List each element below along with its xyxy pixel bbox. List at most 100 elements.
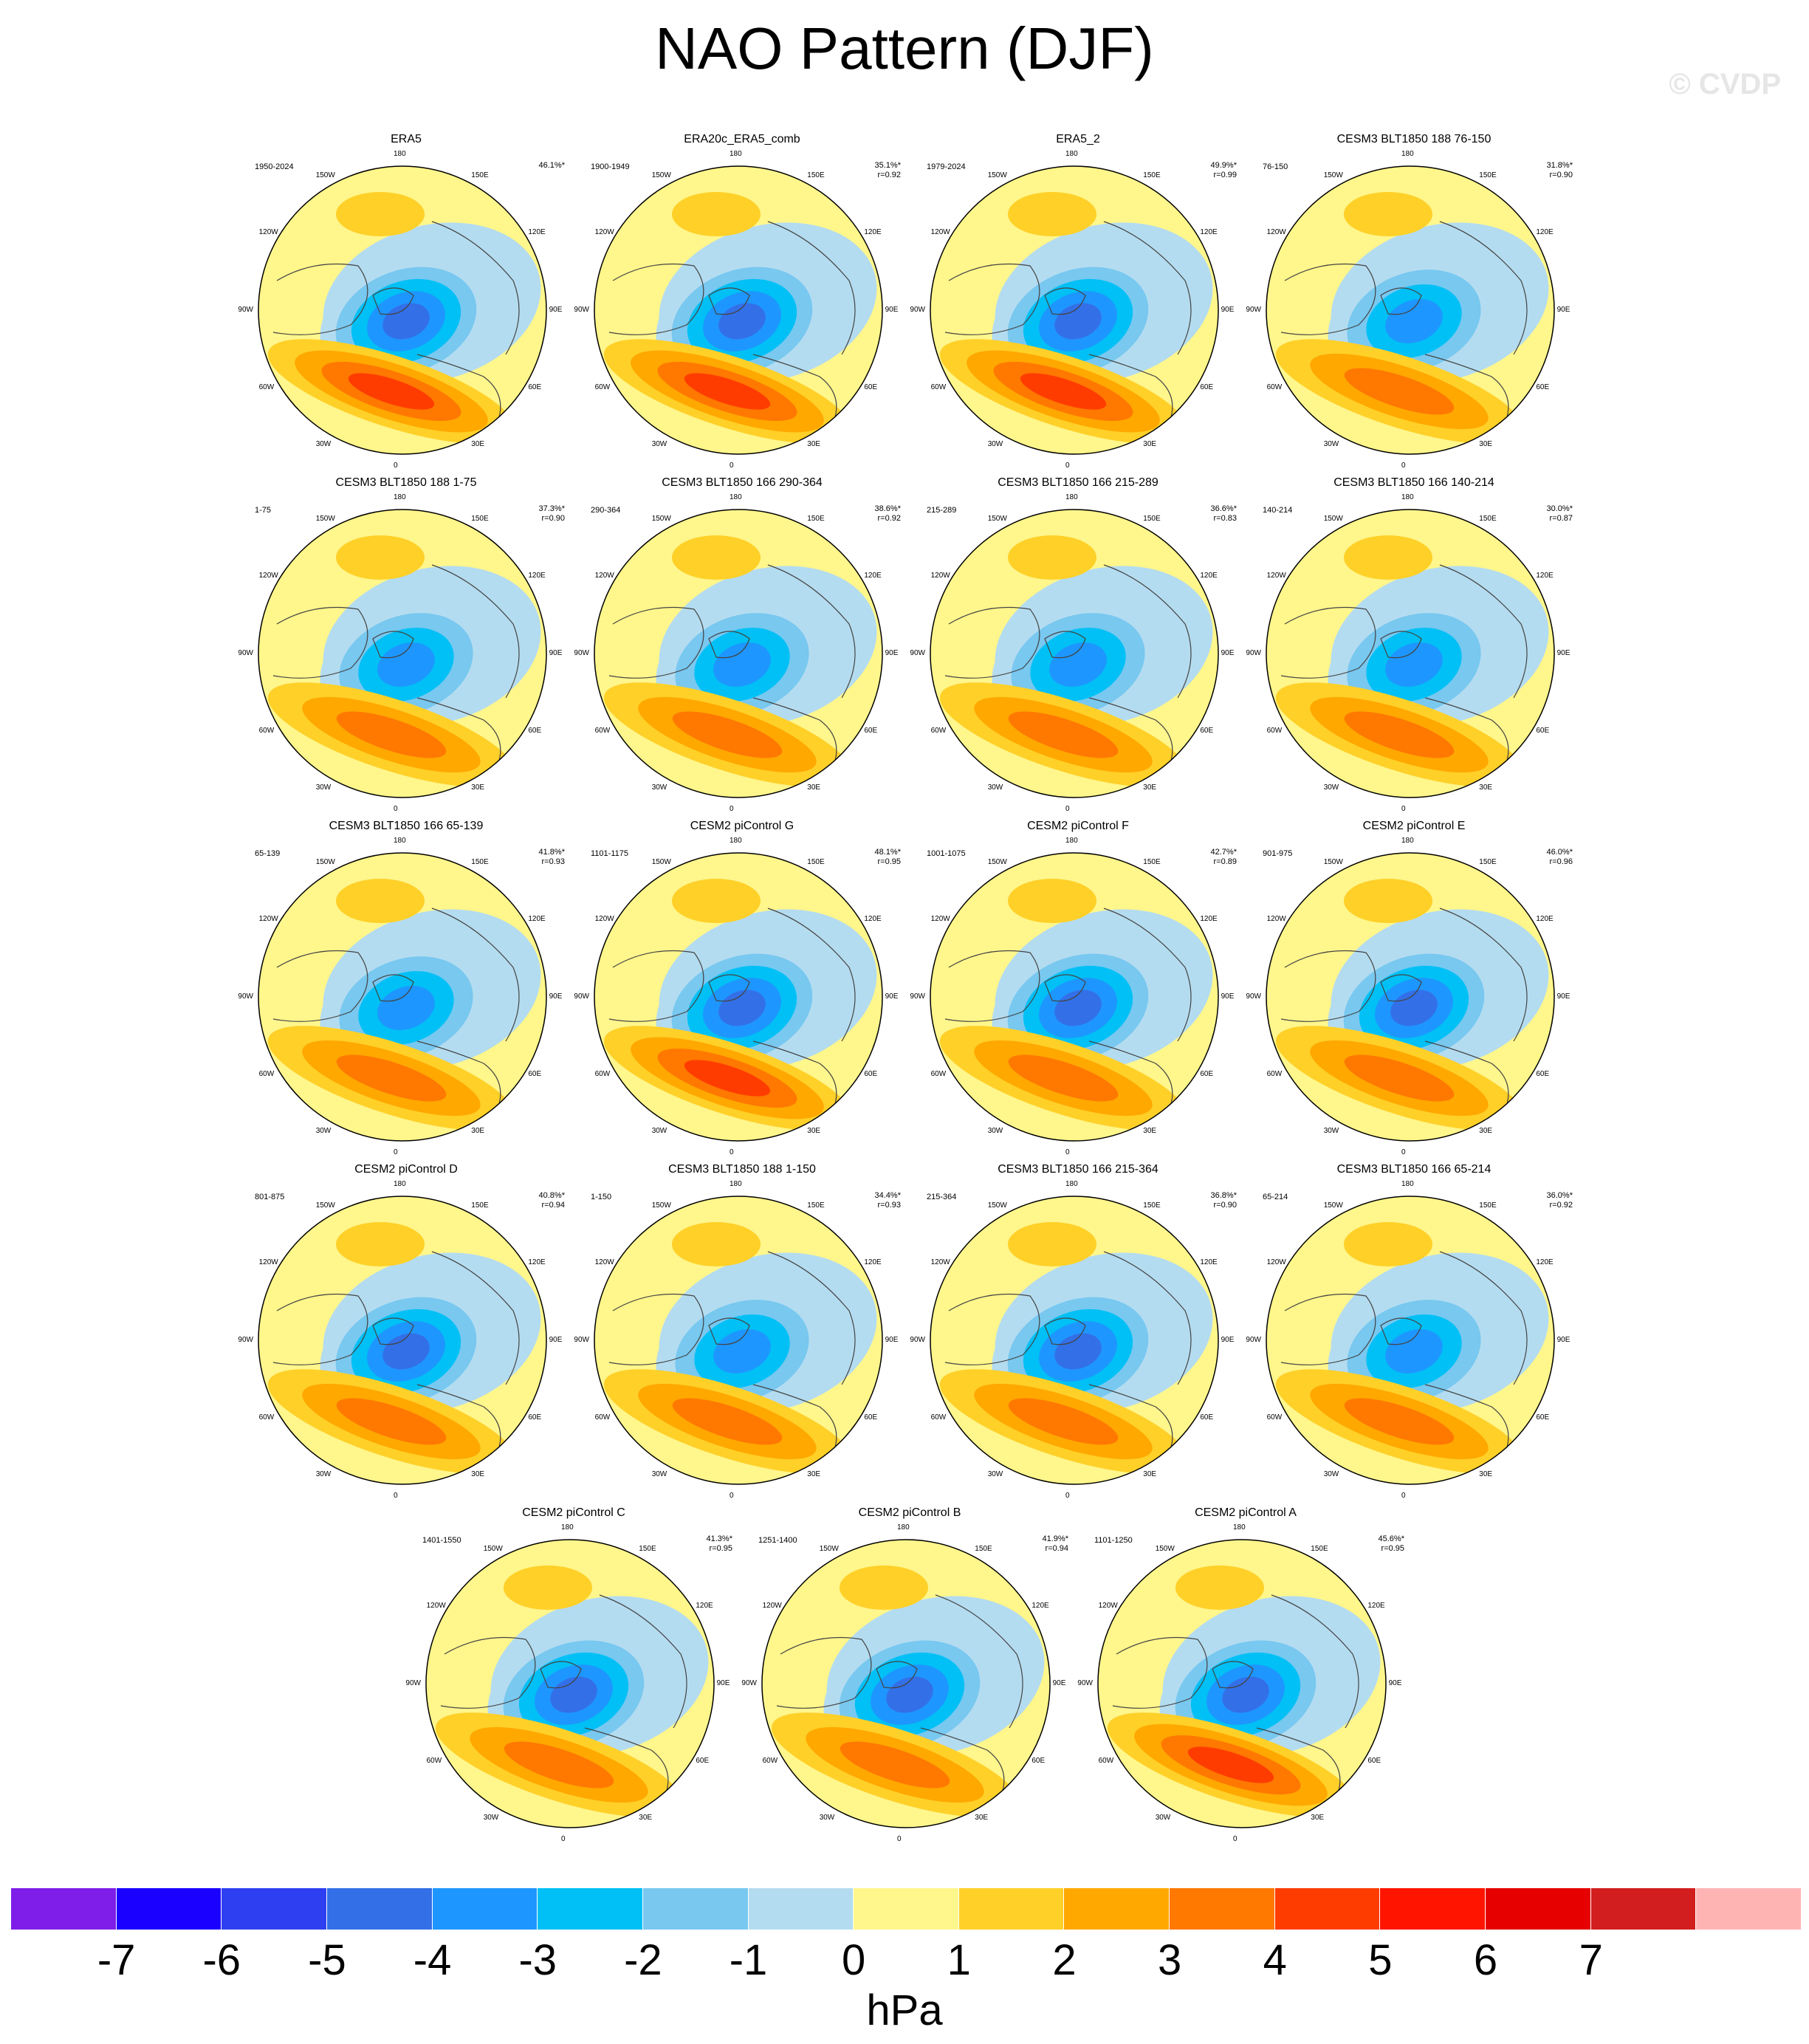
slp-anomaly-field — [930, 1196, 1218, 1484]
colorbar-cell — [1064, 1888, 1170, 1930]
positive-anomaly-contour — [1187, 1746, 1274, 1783]
colorbar-tick-label: -4 — [413, 1936, 452, 1984]
longitude-label: 90W — [574, 992, 589, 1001]
panel-explained-variance: 37.3%* — [538, 504, 565, 513]
map-border — [930, 1196, 1219, 1485]
longitude-label: 120E — [864, 227, 882, 236]
negative-anomaly-contour — [1049, 642, 1107, 687]
longitude-label: 120E — [1200, 914, 1218, 923]
longitude-label: 90W — [574, 306, 589, 314]
pacific-positive-region — [1008, 1222, 1096, 1266]
slp-anomaly-field — [930, 853, 1218, 1141]
panel-title: CESM3 BLT1850 166 215-289 — [998, 476, 1158, 489]
longitude-label: 120E — [864, 914, 882, 923]
coastlines — [776, 1594, 1023, 1810]
longitude-label: 0 — [394, 1148, 398, 1156]
longitude-label: 120W — [1266, 1258, 1286, 1266]
longitude-label: 30E — [471, 1470, 485, 1479]
map-border — [594, 1196, 883, 1485]
panel-pattern-correlation: r=0.99 — [1213, 171, 1238, 179]
longitude-label: 30W — [987, 440, 1003, 449]
longitude-label: 90E — [549, 649, 563, 657]
colorbar-cell — [748, 1888, 854, 1930]
panel-years: 65-214 — [1263, 1193, 1288, 1201]
slp-anomaly-field — [1266, 1196, 1554, 1484]
longitude-label: 150W — [483, 1544, 503, 1553]
polar-map — [930, 509, 1219, 798]
panel-explained-variance: 41.8%* — [538, 848, 565, 857]
coastlines — [608, 221, 856, 436]
negative-anomaly-contour — [1385, 1329, 1443, 1373]
nao-map-panel: CESM2 piControl B 1251-1400 41.9%* r=0.94 18… — [741, 1506, 1068, 1853]
longitude-label: 120E — [528, 227, 546, 236]
colorbar-tick-label: -3 — [518, 1936, 557, 1984]
positive-anomaly-contour — [348, 373, 435, 410]
longitude-label: 150E — [1143, 857, 1161, 866]
longitude-label: 0 — [730, 1148, 734, 1156]
coastlines — [608, 908, 856, 1123]
longitude-label: 60W — [930, 1413, 947, 1422]
polar-map — [930, 852, 1219, 1142]
positive-anomaly-contour — [1344, 368, 1455, 415]
longitude-label: 60W — [594, 383, 611, 392]
longitude-label: 0 — [730, 804, 734, 813]
panel-years: 140-214 — [1263, 506, 1293, 515]
longitude-label: 90E — [1556, 992, 1571, 1001]
positive-anomaly-contour — [336, 1398, 447, 1445]
longitude-label: 120E — [1536, 227, 1554, 236]
longitude-label: 120W — [930, 914, 950, 923]
panel-explained-variance: 41.9%* — [1042, 1534, 1068, 1543]
positive-anomaly-contour — [684, 373, 771, 410]
longitude-label: 60W — [594, 1413, 611, 1422]
longitude-label: 60E — [1200, 1070, 1214, 1079]
longitude-label: 30W — [315, 1127, 332, 1136]
longitude-label: 120W — [426, 1601, 446, 1610]
map-border — [1266, 509, 1555, 798]
panel-years: 65-139 — [255, 849, 281, 858]
polar-map — [1266, 1196, 1555, 1485]
longitude-label: 120W — [594, 571, 614, 580]
longitude-label: 90W — [910, 1336, 925, 1344]
longitude-label: 30E — [807, 440, 821, 449]
longitude-label: 180 — [1401, 837, 1414, 846]
longitude-label: 60W — [1266, 1413, 1283, 1422]
longitude-label: 30E — [471, 440, 485, 449]
longitude-label: 30W — [1323, 440, 1339, 449]
panel-title: CESM2 piControl E — [1362, 820, 1466, 832]
longitude-label: 60W — [258, 727, 275, 735]
longitude-label: 120E — [528, 571, 546, 580]
coastlines — [944, 221, 1192, 436]
longitude-label: 90E — [1556, 649, 1571, 657]
longitude-label: 150W — [819, 1544, 839, 1553]
longitude-label: 120W — [762, 1601, 782, 1610]
negative-anomaly-contour — [718, 303, 766, 340]
longitude-label: 150W — [651, 171, 671, 179]
negative-anomaly-contour — [382, 1333, 430, 1370]
longitude-label: 60W — [1266, 383, 1283, 392]
longitude-label: 90E — [549, 992, 563, 1001]
nao-map-panel: CESM3 BLT1850 166 140-214 140-214 30.0%* r=… — [1246, 476, 1573, 823]
longitude-label: 120E — [1536, 914, 1554, 923]
longitude-label: 120E — [1536, 571, 1554, 580]
longitude-label: 90W — [910, 992, 925, 1001]
longitude-label: 90W — [574, 1336, 589, 1344]
longitude-label: 150W — [315, 857, 335, 866]
longitude-label: 120E — [1200, 571, 1218, 580]
colorbar-cell — [326, 1888, 433, 1930]
colorbar-cell — [958, 1888, 1065, 1930]
longitude-label: 60E — [528, 727, 542, 735]
longitude-label: 30W — [987, 783, 1003, 792]
panel-years: 76-150 — [1263, 162, 1288, 171]
negative-anomaly-contour — [377, 642, 435, 687]
panel-explained-variance: 49.9%* — [1210, 161, 1237, 170]
pacific-positive-region — [504, 1565, 592, 1610]
longitude-label: 120W — [594, 1258, 614, 1266]
positive-anomaly-contour — [1020, 373, 1107, 410]
slp-anomaly-field — [594, 1196, 882, 1484]
positive-anomaly-contour — [684, 1060, 771, 1097]
longitude-label: 180 — [1233, 1523, 1246, 1532]
longitude-label: 90W — [910, 649, 925, 657]
panel-explained-variance: 41.3%* — [706, 1534, 732, 1543]
panel-pattern-correlation: r=0.94 — [541, 1201, 566, 1210]
pacific-positive-region — [672, 535, 761, 580]
